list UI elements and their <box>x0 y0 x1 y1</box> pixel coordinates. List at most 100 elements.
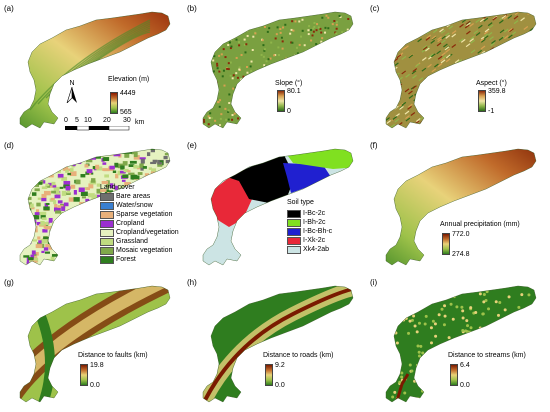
panel-label: (c) <box>370 4 380 13</box>
scale-bar-graphic <box>65 126 130 131</box>
panel-distance-roads: (h) Distance to roads (km) 9.2 0.0 <box>183 274 366 411</box>
panel-label: (d) <box>4 141 14 150</box>
color-ramp <box>265 364 273 386</box>
legend-item: Sparse vegetation <box>100 210 179 219</box>
scale-tick: 10 <box>84 117 92 124</box>
distance-streams-legend: Distance to streams (km) 6.4 0.0 <box>448 352 526 392</box>
scale-tick: 5 <box>75 117 79 124</box>
legend-min: 0.0 <box>460 382 470 389</box>
legend-title: Distance to streams (km) <box>448 352 526 359</box>
legend-min: 274.8 <box>452 251 470 258</box>
legend-label: Mosaic vegetation <box>116 246 173 254</box>
legend-item: I-Bc-Bh-c <box>287 227 332 236</box>
legend-max: 4449 <box>120 90 136 97</box>
scale-unit: km <box>135 119 145 126</box>
legend-label: Forest <box>116 255 136 263</box>
legend-swatch <box>100 228 114 237</box>
legend-label: Grassland <box>116 237 148 245</box>
legend-title: Soil type <box>287 199 314 206</box>
legend-label: I-Xk-2c <box>303 236 326 244</box>
soil-type-legend: Soil type I-Bc-2c I-Bh-2c I-Bc-Bh-c I-Xk-2c… <box>287 199 332 254</box>
legend-swatch <box>287 209 301 218</box>
legend-label: Xk4-2ab <box>303 245 330 253</box>
precipitation-map <box>385 148 537 266</box>
aspect-legend: Aspect (°) 359.8 -1 <box>476 80 507 120</box>
legend-swatch <box>287 227 301 236</box>
land-cover-legend: Land cover Bare areas Water/snow Sparse ve… <box>100 184 179 264</box>
legend-item: Forest <box>100 255 179 264</box>
legend-item: Cropland/vegetation <box>100 228 179 237</box>
legend-items: I-Bc-2c I-Bh-2c I-Bc-Bh-c I-Xk-2c Xk4-2ab <box>287 209 332 254</box>
panel-soil-type: (e) Soil type I-Bc-2c I-Bh-2c I-Bc-Bh-c I-X… <box>183 137 366 274</box>
legend-swatch <box>100 237 114 246</box>
aspect-map <box>385 11 537 129</box>
legend-item: I-Bh-2c <box>287 218 332 227</box>
legend-title: Distance to roads (km) <box>263 352 334 359</box>
north-label: N <box>69 80 75 87</box>
panel-slope: (b) Slope (°) 80.1 0 <box>183 0 366 137</box>
legend-max: 80.1 <box>287 88 301 95</box>
distance-streams-map <box>385 285 537 403</box>
panel-label: (i) <box>370 278 378 287</box>
color-ramp <box>442 233 450 255</box>
panel-label: (h) <box>187 278 197 287</box>
precipitation-legend: Annual precipitation (mm) 772.0 274.8 <box>440 221 520 261</box>
distance-faults-legend: Distance to faults (km) 19.8 0.0 <box>78 352 148 392</box>
legend-item: Water/snow <box>100 201 179 210</box>
map-fill <box>203 149 353 265</box>
legend-min: 565 <box>120 109 132 116</box>
legend-label: Bare areas <box>116 192 151 200</box>
elevation-map <box>19 11 171 129</box>
panel-distance-faults: (g) Distance to faults (km) 19.8 0.0 <box>0 274 183 411</box>
legend-label: I-Bc-Bh-c <box>303 227 333 235</box>
legend-min: 0.0 <box>275 382 285 389</box>
legend-min: 0.0 <box>90 382 100 389</box>
panel-label: (e) <box>187 141 197 150</box>
panel-elevation: (a) N 0 5 10 20 30 km Elevation (m) <box>0 0 183 137</box>
panel-label: (a) <box>4 4 14 13</box>
legend-swatch <box>100 246 114 255</box>
panel-land-cover: (d) Land cover Bare areas Water/snow Spars… <box>0 137 183 274</box>
legend-title: Land cover <box>100 184 135 191</box>
legend-item: I-Bc-2c <box>287 209 332 218</box>
legend-min: -1 <box>488 108 495 115</box>
legend-item: I-Xk-2c <box>287 236 332 245</box>
legend-item: Xk4-2ab <box>287 245 332 254</box>
scale-tick: 0 <box>64 117 68 124</box>
legend-item: Mosaic vegetation <box>100 246 179 255</box>
color-ramp <box>110 92 118 114</box>
distance-roads-map <box>202 285 354 403</box>
legend-min: 0 <box>287 108 291 115</box>
legend-title: Slope (°) <box>275 80 303 87</box>
scale-bar: 0 5 10 20 30 km <box>60 117 146 133</box>
legend-title: Aspect (°) <box>476 80 507 87</box>
land-cover-map <box>19 148 171 266</box>
legend-items: Bare areas Water/snow Sparse vegetation Cro… <box>100 192 179 264</box>
scale-tick: 20 <box>103 117 111 124</box>
elevation-legend: Elevation (m) 4449 565 <box>108 76 149 124</box>
legend-label: Cropland <box>116 219 145 227</box>
color-ramp <box>450 364 458 386</box>
slope-legend: Slope (°) 80.1 0 <box>275 80 302 120</box>
scale-tick: 30 <box>123 117 131 124</box>
map-fill <box>386 12 536 128</box>
north-arrow: N <box>66 80 78 108</box>
legend-label: I-Bh-2c <box>303 218 326 226</box>
panel-distance-streams: (i) Distance to streams (km) 6.4 0.0 <box>366 274 549 411</box>
legend-max: 359.8 <box>488 88 506 95</box>
legend-title: Elevation (m) <box>108 76 150 83</box>
color-ramp <box>80 364 88 386</box>
legend-max: 6.4 <box>460 362 470 369</box>
legend-max: 19.8 <box>90 362 104 369</box>
color-ramp <box>277 90 285 112</box>
north-arrow-icon <box>66 86 77 104</box>
legend-max: 772.0 <box>452 231 470 238</box>
legend-swatch <box>100 219 114 228</box>
legend-item: Cropland <box>100 219 179 228</box>
color-ramp <box>478 90 486 112</box>
soil-type-map <box>202 148 354 266</box>
legend-swatch <box>100 192 114 201</box>
legend-swatch <box>287 218 301 227</box>
legend-label: Sparse vegetation <box>116 210 173 218</box>
panel-precipitation: (f) Annual precipitation (mm) 772.0 274.… <box>366 137 549 274</box>
